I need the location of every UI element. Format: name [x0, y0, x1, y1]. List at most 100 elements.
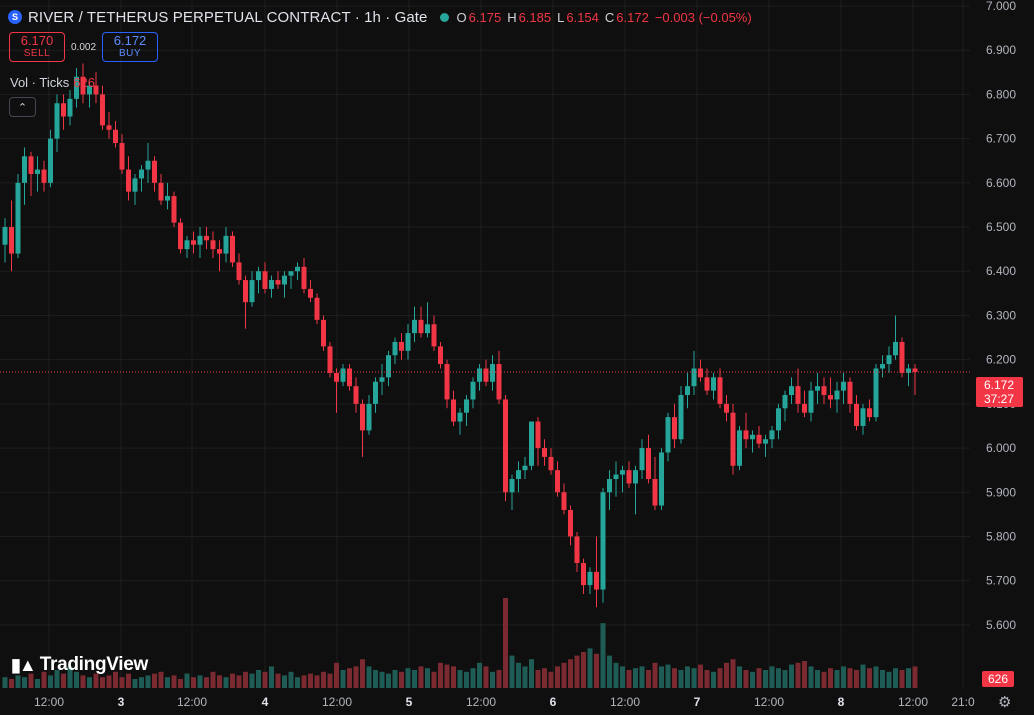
tradingview-logo[interactable]: ▮▲ TradingView	[11, 654, 148, 676]
volume-bar	[217, 675, 222, 688]
candle	[457, 408, 463, 435]
candle	[906, 364, 911, 387]
candle	[548, 448, 554, 475]
candle	[873, 364, 879, 422]
volume-bar	[308, 673, 313, 688]
volume-bar	[61, 673, 66, 688]
symbol-icon[interactable]: S	[8, 10, 22, 24]
candle	[347, 364, 352, 391]
candle	[314, 293, 320, 325]
logo-text: TradingView	[39, 654, 149, 675]
volume-bar	[22, 677, 27, 688]
candle	[581, 558, 586, 594]
candle	[470, 377, 476, 409]
volume-bar	[743, 670, 749, 688]
volume-bar	[756, 668, 762, 688]
candle	[204, 227, 209, 250]
candle	[275, 271, 281, 289]
candle	[139, 165, 144, 192]
volume-bar	[178, 679, 183, 688]
volume-bar	[808, 666, 814, 688]
volume-bar	[327, 673, 333, 688]
volume-bar	[652, 662, 658, 688]
candle	[496, 350, 502, 404]
volume-legend[interactable]: Vol · Ticks 626	[10, 75, 95, 90]
grid-lines	[0, 0, 970, 688]
buy-button[interactable]: 6.172 BUY	[102, 32, 159, 62]
sell-button[interactable]: 6.170 SELL	[9, 32, 65, 62]
candle	[373, 377, 378, 413]
time-tick-label: 12:00	[177, 695, 207, 709]
volume-bar	[334, 662, 339, 688]
candle	[308, 280, 313, 303]
market-status-dot-icon[interactable]	[439, 12, 449, 22]
symbol-title[interactable]: RIVER / TETHERUS PERPETUAL CONTRACT · 1h…	[28, 8, 428, 26]
candle	[893, 315, 898, 360]
volume-bar	[373, 670, 378, 688]
candle	[821, 377, 827, 404]
volume-bar	[145, 675, 151, 688]
candle	[633, 465, 638, 515]
candle	[48, 129, 53, 188]
volume-bar	[548, 671, 554, 688]
candle	[568, 505, 573, 546]
volume-bar	[379, 671, 385, 688]
candle	[171, 191, 177, 228]
price-tick-label: 6.400	[986, 264, 1016, 278]
volume-bar	[87, 677, 92, 688]
volume-bar	[477, 662, 482, 688]
candle	[197, 227, 203, 258]
volume-bar	[366, 666, 372, 688]
candle	[379, 364, 385, 396]
time-axis[interactable]: 12:00 3 12:00 4 12:00 5 12:00 6 12:00 7 12:00 8 12:0…	[34, 695, 975, 709]
gear-icon[interactable]: ⚙	[998, 694, 1012, 711]
volume-bar	[269, 666, 274, 688]
candle	[477, 364, 482, 391]
candle	[113, 120, 118, 148]
volume-bar	[119, 677, 125, 688]
candle	[152, 156, 157, 192]
volume-bar	[425, 668, 430, 688]
volume-bar	[249, 673, 255, 688]
volume-bar	[438, 662, 443, 688]
low-key: L	[557, 9, 565, 25]
volume-bar	[646, 670, 651, 688]
volume-bar	[860, 664, 866, 688]
price-tick-label: 6.900	[986, 43, 1016, 57]
time-tick-label: 5	[406, 695, 413, 709]
candle	[444, 359, 450, 409]
candle	[763, 434, 768, 457]
volume-bar	[301, 675, 307, 688]
volume-bar	[607, 655, 612, 688]
candle	[880, 355, 885, 378]
buy-label: BUY	[119, 48, 142, 59]
volume-bar	[275, 673, 281, 688]
candle	[529, 421, 534, 471]
candle	[54, 94, 60, 152]
volume-bar	[587, 648, 593, 688]
volume-bar	[555, 666, 560, 688]
candle	[269, 275, 274, 298]
candle	[815, 372, 820, 404]
price-tick-label: 5.600	[986, 618, 1016, 632]
candle	[867, 399, 872, 422]
volume-bar	[74, 671, 79, 688]
collapse-legend-button[interactable]: ⌃	[9, 97, 36, 117]
price-axis[interactable]: 7.000 6.900 6.800 6.700 6.600 6.500 6.400 6.300…	[986, 0, 1016, 632]
candle	[399, 333, 404, 360]
volume-bar	[197, 675, 203, 688]
volume-bar	[691, 668, 697, 688]
volume-bar	[418, 666, 424, 688]
candle	[594, 536, 599, 608]
candle	[282, 271, 287, 298]
candle	[782, 390, 788, 422]
volume-bar	[15, 675, 21, 688]
volume-bar	[347, 668, 352, 688]
volume-bar	[509, 655, 515, 688]
change-value: −0.003 (−0.05%)	[654, 9, 752, 25]
candle	[828, 377, 833, 409]
candle	[106, 112, 112, 139]
candle	[386, 350, 391, 387]
volume-bar	[522, 666, 528, 688]
